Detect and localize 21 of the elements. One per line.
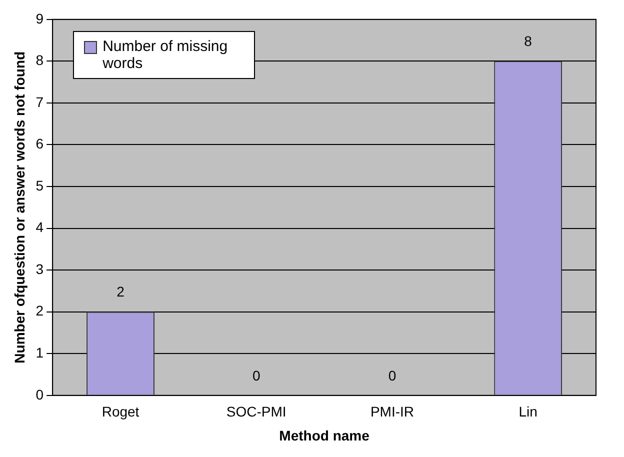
- y-tick-label: 4: [36, 219, 44, 236]
- data-label: 8: [524, 33, 532, 50]
- y-tick-label: 0: [36, 386, 44, 402]
- y-tick-label: 8: [36, 52, 44, 68]
- x-tick-label: SOC-PMI: [226, 404, 286, 420]
- legend-label: Number of missing words: [102, 38, 229, 72]
- data-label: 0: [252, 367, 260, 384]
- y-tick-label: 2: [36, 302, 44, 319]
- y-tick-label: 7: [36, 94, 44, 110]
- data-label: 0: [388, 367, 396, 384]
- y-tick-label: 5: [36, 177, 44, 194]
- data-label: 2: [116, 284, 125, 300]
- x-tick-label: PMI-IR: [370, 404, 414, 420]
- x-tick-label: Lin: [518, 404, 538, 420]
- y-axis-title: Number ofquestion or answer words not found: [11, 51, 28, 364]
- y-tick-label: 6: [36, 136, 44, 152]
- y-tick-label: 1: [36, 344, 44, 360]
- x-tick-label: Roget: [102, 404, 140, 420]
- x-axis-title: Method name: [279, 427, 370, 444]
- y-tick-label: 3: [36, 260, 44, 277]
- y-tick-label: 9: [36, 10, 44, 26]
